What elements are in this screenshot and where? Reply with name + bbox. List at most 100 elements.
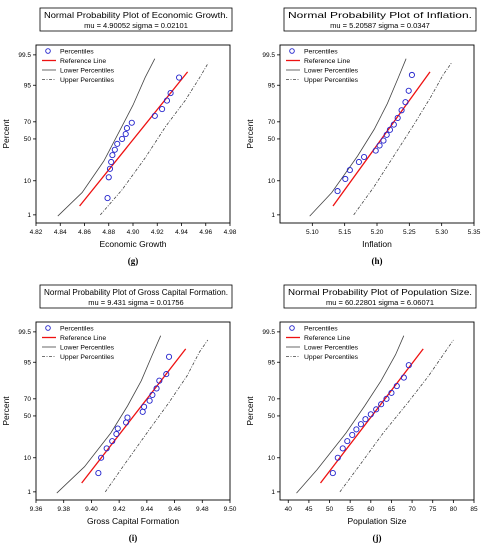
percentile-point: [362, 416, 369, 423]
percentile-point: [402, 99, 409, 106]
panel-sublabel: (i): [129, 533, 138, 543]
panel-sublabel: (g): [128, 256, 139, 266]
y-tick-label: 10: [24, 455, 32, 462]
x-tick-label: 9.36: [30, 506, 43, 513]
legend-label: Reference Line: [304, 335, 350, 342]
x-tick-label: 5.10: [306, 229, 319, 236]
percentile-point: [334, 454, 341, 461]
upper-percentiles-curve: [99, 62, 209, 216]
legend-marker-percentiles: [289, 325, 295, 331]
x-tick-label: 9.42: [113, 506, 126, 513]
percentile-point: [98, 454, 105, 461]
percentile-point: [383, 131, 390, 138]
lower-percentiles-curve: [309, 58, 407, 217]
y-tick-label: 99.5: [18, 52, 31, 59]
percentile-point: [329, 470, 336, 477]
y-tick-label: 10: [268, 455, 276, 462]
y-axis-label: Percent: [1, 119, 11, 149]
percentile-point: [383, 395, 390, 402]
x-tick-label: 4.98: [224, 229, 237, 236]
percentile-point: [344, 438, 351, 445]
percentile-point: [122, 130, 129, 138]
percentile-point: [349, 431, 356, 439]
percentile-point: [123, 125, 130, 132]
upper-percentiles-curve: [104, 339, 209, 493]
y-tick-label: 99.5: [262, 329, 275, 336]
percentile-point: [111, 146, 118, 153]
chart-panel-j: Normal Probability Plot of Population Si…: [245, 284, 478, 543]
legend-marker-percentiles: [45, 48, 51, 54]
legend-marker-percentiles: [289, 48, 295, 54]
chart-title: Normal Probability Plot of Inflation.: [288, 10, 472, 20]
reference-line: [79, 71, 189, 207]
y-tick-label: 50: [268, 413, 276, 420]
percentile-point: [153, 385, 160, 392]
x-tick-label: 4.92: [151, 229, 164, 236]
percentile-point: [176, 74, 183, 81]
x-tick-label: 9.46: [168, 506, 181, 513]
x-tick-label: 5.35: [468, 229, 481, 236]
y-tick-label: 50: [268, 136, 276, 143]
percentile-point: [353, 426, 360, 433]
legend-label: Lower Percentiles: [304, 345, 359, 352]
chart-title-box: [39, 284, 233, 309]
y-axis-label: Percent: [245, 396, 255, 426]
x-tick-label: 60: [367, 506, 375, 513]
y-tick-label: 1: [27, 212, 31, 219]
chart-title-box: [283, 7, 477, 32]
percentile-point: [109, 152, 116, 159]
y-tick-label: 95: [268, 83, 276, 90]
x-tick-label: 9.48: [196, 506, 209, 513]
percentile-point: [390, 121, 397, 128]
x-tick-label: 55: [347, 506, 355, 513]
y-tick-label: 99.5: [18, 329, 31, 336]
x-tick-label: 9.40: [85, 506, 98, 513]
percentile-point: [372, 147, 379, 154]
y-tick-label: 99.5: [262, 52, 275, 59]
legend-label: Lower Percentiles: [60, 68, 115, 75]
x-tick-label: 75: [429, 506, 437, 513]
legend-label: Upper Percentiles: [304, 77, 359, 84]
x-tick-label: 65: [388, 506, 396, 513]
y-axis-label: Percent: [1, 396, 11, 426]
x-tick-label: 4.88: [102, 229, 115, 236]
x-tick-label: 9.50: [224, 506, 237, 513]
percentile-point: [380, 137, 387, 144]
x-tick-label: 4.82: [30, 229, 43, 236]
plot-area-frame: [35, 321, 231, 501]
percentile-point: [149, 391, 156, 398]
x-tick-label: 5.15: [338, 229, 351, 236]
percentile-point: [103, 445, 110, 452]
percentile-point: [141, 403, 148, 410]
percentile-point: [361, 153, 368, 161]
percentile-point: [128, 119, 135, 126]
y-tick-label: 70: [268, 119, 276, 126]
plot-series: [309, 58, 452, 217]
percentile-point: [159, 106, 166, 113]
chart-subtitle: mu = 5.20587 sigma = 0.0347: [330, 21, 430, 30]
percentile-point: [334, 188, 341, 195]
percentile-point: [388, 389, 395, 396]
x-axis-label: Economic Growth: [99, 239, 166, 249]
legend-label: Lower Percentiles: [60, 345, 115, 352]
x-tick-label: 9.38: [57, 506, 70, 513]
percentile-point: [106, 165, 114, 172]
y-tick-label: 50: [24, 413, 32, 420]
lower-percentiles-curve: [57, 58, 156, 217]
chart-title: Normal Probability Plot of Economic Grow…: [44, 10, 228, 20]
legend-label: Upper Percentiles: [60, 354, 115, 361]
legend-marker-percentiles: [45, 325, 51, 331]
legend: Percentiles Reference Line Lower Percentil…: [42, 325, 115, 361]
y-tick-label: 10: [268, 178, 276, 185]
chart-title: Normal Probability Plot of Gross Capital…: [44, 287, 228, 297]
percentile-point: [339, 445, 346, 452]
chart-panel-g: Normal Probability Plot of Economic Grow…: [1, 7, 237, 266]
y-tick-label: 95: [24, 83, 32, 90]
upper-percentiles-curve: [353, 62, 452, 216]
legend-label: Upper Percentiles: [304, 354, 359, 361]
legend: Percentiles Reference Line Lower Percentil…: [286, 325, 359, 361]
percentile-point: [405, 362, 412, 369]
x-tick-label: 5.20: [371, 229, 384, 236]
percentile-point: [400, 374, 407, 381]
